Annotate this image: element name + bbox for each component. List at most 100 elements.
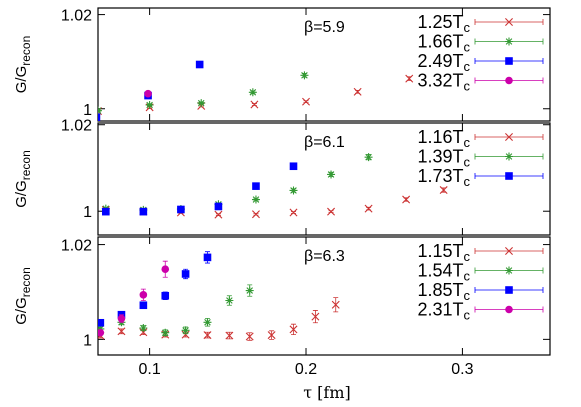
plot-frame — [97, 7, 551, 122]
series-3.32 — [144, 89, 152, 98]
data-point — [139, 323, 148, 332]
data-point — [245, 286, 254, 295]
data-point — [353, 87, 362, 96]
y-tick-label: 1.02 — [61, 8, 92, 25]
legend-entry: 3.32Tc — [417, 71, 544, 94]
legend-marker — [505, 133, 513, 141]
legend-label: 2.31Tc — [417, 300, 470, 323]
data-point — [214, 202, 223, 211]
data-point — [331, 300, 340, 309]
data-point — [252, 182, 260, 190]
data-point — [181, 326, 190, 335]
legend-entry: 1.15Tc — [417, 241, 544, 264]
y-axis-title: G/Grecon — [13, 267, 33, 325]
legend-marker — [505, 37, 513, 46]
data-point — [289, 186, 298, 195]
data-point — [98, 318, 105, 327]
data-point — [102, 207, 110, 216]
data-point — [161, 328, 170, 337]
series-1.66 — [98, 71, 309, 115]
legend-entry: 1.25Tc — [417, 12, 544, 35]
data-point — [267, 331, 276, 340]
x-tick-label: 0.3 — [451, 361, 473, 378]
data-point — [144, 89, 152, 98]
data-point — [300, 71, 309, 80]
data-point — [248, 88, 257, 97]
data-point — [117, 314, 126, 323]
y-axis-title: G/Grecon — [13, 36, 33, 94]
legend-label: 2.49Tc — [417, 51, 470, 74]
data-point — [98, 328, 105, 337]
y-tick-label: 1 — [83, 102, 92, 119]
series-1.15 — [98, 297, 340, 341]
data-point — [161, 265, 170, 274]
data-point — [177, 205, 185, 214]
legend-label: 1.66Tc — [417, 32, 470, 55]
data-point — [203, 318, 212, 327]
data-point — [251, 195, 260, 204]
data-point — [251, 210, 260, 219]
series-1.85 — [98, 251, 212, 327]
data-point — [327, 170, 336, 179]
legend-marker — [505, 152, 513, 161]
legend-marker — [505, 247, 513, 255]
panel-b59: 1 1.02 G/Grecon β=5.9 1.25Tc1.66Tc2.49Tc3.32… — [13, 7, 551, 122]
legend-label: 1.16Tc — [417, 127, 470, 150]
x-tick-label: 0.2 — [295, 361, 317, 378]
series-1.39 — [101, 153, 373, 214]
data-layer — [98, 60, 414, 121]
y-tick-label: 1 — [83, 204, 92, 221]
data-point — [289, 325, 298, 334]
y-tick-label: 1.02 — [61, 238, 92, 255]
legend-entry: 2.31Tc — [417, 300, 544, 323]
data-layer — [101, 153, 448, 219]
data-point — [139, 207, 148, 216]
data-point — [98, 113, 101, 121]
data-point — [197, 99, 206, 108]
beta-label: β=6.3 — [304, 248, 345, 265]
legend-marker — [505, 305, 513, 314]
data-point — [139, 301, 148, 310]
legend-marker — [505, 57, 513, 65]
data-point — [214, 210, 223, 219]
legend-entry: 1.73Tc — [417, 166, 544, 189]
y-tick-label: 1 — [83, 332, 92, 349]
legend-marker — [505, 286, 513, 294]
data-point — [195, 60, 204, 69]
legend-entry: 2.49Tc — [417, 51, 544, 74]
legend-label: 3.32Tc — [417, 71, 470, 94]
data-point — [250, 100, 259, 109]
data-point — [289, 162, 298, 171]
data-point — [161, 291, 170, 300]
plot-frame — [97, 236, 551, 356]
legend-marker — [505, 266, 513, 275]
data-point — [203, 331, 212, 340]
legend-entry: 1.16Tc — [417, 127, 544, 150]
series-1.16 — [101, 186, 448, 219]
y-axis-title: G/Grecon — [13, 150, 33, 208]
x-axis-title: τ [fm] — [303, 383, 351, 402]
data-point — [225, 331, 234, 340]
data-point — [145, 100, 154, 109]
legend-label: 1.15Tc — [417, 241, 470, 264]
data-point — [203, 253, 212, 262]
legend-marker — [505, 172, 513, 180]
data-point — [439, 186, 448, 195]
series-1.73 — [102, 162, 298, 216]
data-point — [364, 153, 373, 162]
data-point — [405, 74, 414, 83]
data-point — [402, 195, 411, 204]
data-point — [181, 270, 190, 278]
panel-b63: 1 1.02 G/Grecon β=6.3 1.15Tc1.54Tc1.85Tc2.31… — [13, 236, 551, 378]
x-tick-label: 0.1 — [138, 361, 160, 378]
series-1.25 — [98, 74, 414, 116]
legend-entry: 1.54Tc — [417, 261, 544, 284]
data-point — [302, 97, 311, 106]
data-point — [289, 208, 298, 217]
legend-marker — [505, 76, 513, 85]
legend-label: 1.85Tc — [417, 280, 470, 303]
legend-label: 1.39Tc — [417, 147, 470, 170]
data-point — [311, 312, 320, 321]
legend-label: 1.73Tc — [417, 166, 470, 189]
